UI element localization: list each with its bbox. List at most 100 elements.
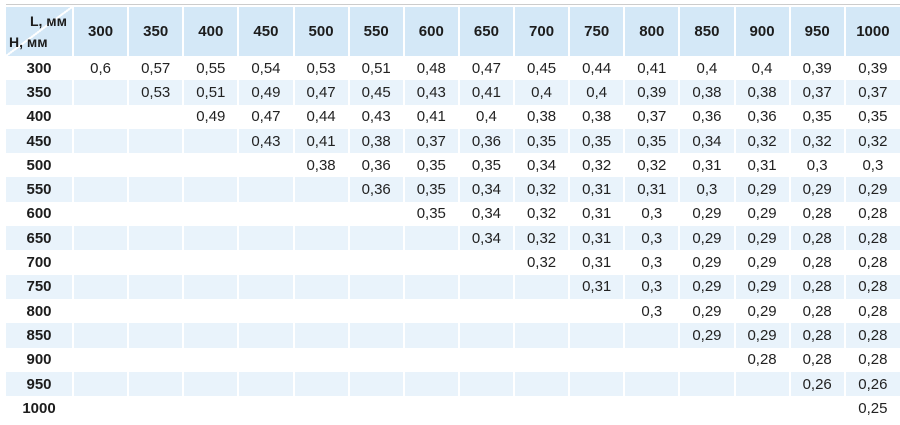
value-cell: [293, 396, 350, 421]
value-cell: [238, 274, 295, 299]
value-cell: [458, 371, 516, 397]
row-header: 950: [6, 371, 74, 397]
value-cell: 0,31: [734, 153, 791, 178]
column-header: 750: [569, 7, 626, 56]
value-cell: [348, 201, 405, 227]
value-cell: [458, 274, 516, 299]
row-header: 400: [6, 104, 74, 129]
value-cell: 0,28: [789, 347, 846, 372]
value-cell: [293, 298, 350, 324]
value-cell: 0,31: [569, 250, 626, 275]
value-cell: 0,35: [403, 201, 460, 227]
value-cell: 0,51: [183, 80, 240, 105]
column-header: 400: [183, 7, 240, 56]
value-cell: 0,47: [238, 104, 295, 129]
value-cell: 0,32: [569, 153, 626, 178]
value-cell: 0,29: [734, 298, 791, 324]
value-cell: [514, 396, 571, 421]
corner-label-length: L, мм: [29, 13, 67, 29]
column-header: 850: [679, 7, 736, 56]
value-cell: [183, 226, 240, 251]
value-cell: [679, 396, 736, 421]
value-cell: 0,35: [789, 104, 846, 129]
value-cell: 0,36: [348, 153, 405, 178]
value-cell: [293, 201, 350, 227]
column-header: 900: [734, 7, 791, 56]
value-cell: [348, 298, 405, 324]
value-cell: 0,28: [734, 347, 791, 372]
value-cell: 0,34: [679, 128, 736, 154]
value-cell: [73, 104, 130, 129]
value-cell: 0,48: [403, 56, 460, 81]
value-cell: [514, 274, 571, 299]
value-cell: [238, 201, 295, 227]
value-cell: [128, 226, 185, 251]
value-cell: [679, 371, 736, 397]
value-cell: [128, 347, 185, 372]
table-row: 1000 0,25: [6, 396, 900, 421]
value-cell: [73, 177, 130, 202]
value-cell: [238, 153, 295, 178]
value-cell: 0,43: [348, 104, 405, 129]
value-cell: [73, 396, 130, 421]
value-cell: [128, 371, 185, 397]
value-cell: 0,37: [403, 128, 460, 154]
table-row: 950 0,26 0,26: [6, 371, 900, 397]
value-cell: 0,43: [238, 128, 295, 154]
value-cell: [734, 371, 791, 397]
row-header: 300: [6, 56, 74, 81]
table-row: 800 0,3 0,29 0,29 0,28 0,28: [6, 298, 900, 324]
value-cell: [403, 371, 460, 397]
value-cell: [403, 250, 460, 275]
value-cell: 0,35: [624, 128, 681, 154]
value-cell: 0,35: [844, 104, 900, 129]
column-header: 800: [624, 7, 681, 56]
value-cell: [183, 323, 240, 348]
value-cell: 0,28: [844, 323, 900, 348]
value-cell: 0,31: [569, 226, 626, 251]
value-cell: 0,34: [458, 226, 516, 251]
value-cell: [183, 201, 240, 227]
value-cell: [458, 396, 516, 421]
value-cell: 0,6: [73, 56, 130, 81]
value-cell: [293, 177, 350, 202]
value-cell: 0,29: [679, 201, 736, 227]
value-cell: 0,35: [514, 128, 571, 154]
value-cell: [569, 396, 626, 421]
table-row: 350 0,53 0,51 0,49 0,47 0,45 0,43 0,41 0,4 0,4 0,3…: [6, 80, 900, 105]
value-cell: [73, 250, 130, 275]
value-cell: [73, 201, 130, 227]
row-header: 550: [6, 177, 74, 202]
value-cell: 0,3: [844, 153, 900, 178]
column-header: 650: [458, 7, 516, 56]
value-cell: 0,38: [348, 128, 405, 154]
value-cell: [569, 298, 626, 324]
value-cell: 0,29: [734, 250, 791, 275]
value-cell: [183, 250, 240, 275]
value-cell: [734, 396, 791, 421]
value-cell: 0,31: [569, 201, 626, 227]
value-cell: 0,39: [844, 56, 900, 81]
value-cell: 0,49: [183, 104, 240, 129]
row-header: 650: [6, 226, 74, 251]
value-cell: [183, 274, 240, 299]
column-header: 700: [514, 7, 571, 56]
corner-label-height: H, мм: [9, 34, 48, 50]
value-cell: 0,4: [734, 56, 791, 81]
value-cell: [569, 323, 626, 348]
value-cell: 0,36: [458, 128, 516, 154]
value-cell: 0,32: [734, 128, 791, 154]
value-cell: [348, 371, 405, 397]
value-cell: 0,28: [789, 226, 846, 251]
table-row: 500 0,38 0,36 0,35 0,35 0,34 0,32 0,32 0,31 0,31 0…: [6, 153, 900, 178]
value-cell: [238, 323, 295, 348]
value-cell: [293, 274, 350, 299]
value-cell: 0,45: [514, 56, 571, 81]
value-cell: [128, 201, 185, 227]
table-row: 850 0,29 0,29 0,28 0,28: [6, 323, 900, 348]
value-cell: [238, 250, 295, 275]
value-cell: 0,53: [128, 80, 185, 105]
value-cell: [293, 347, 350, 372]
value-cell: [403, 274, 460, 299]
value-cell: 0,38: [734, 80, 791, 105]
